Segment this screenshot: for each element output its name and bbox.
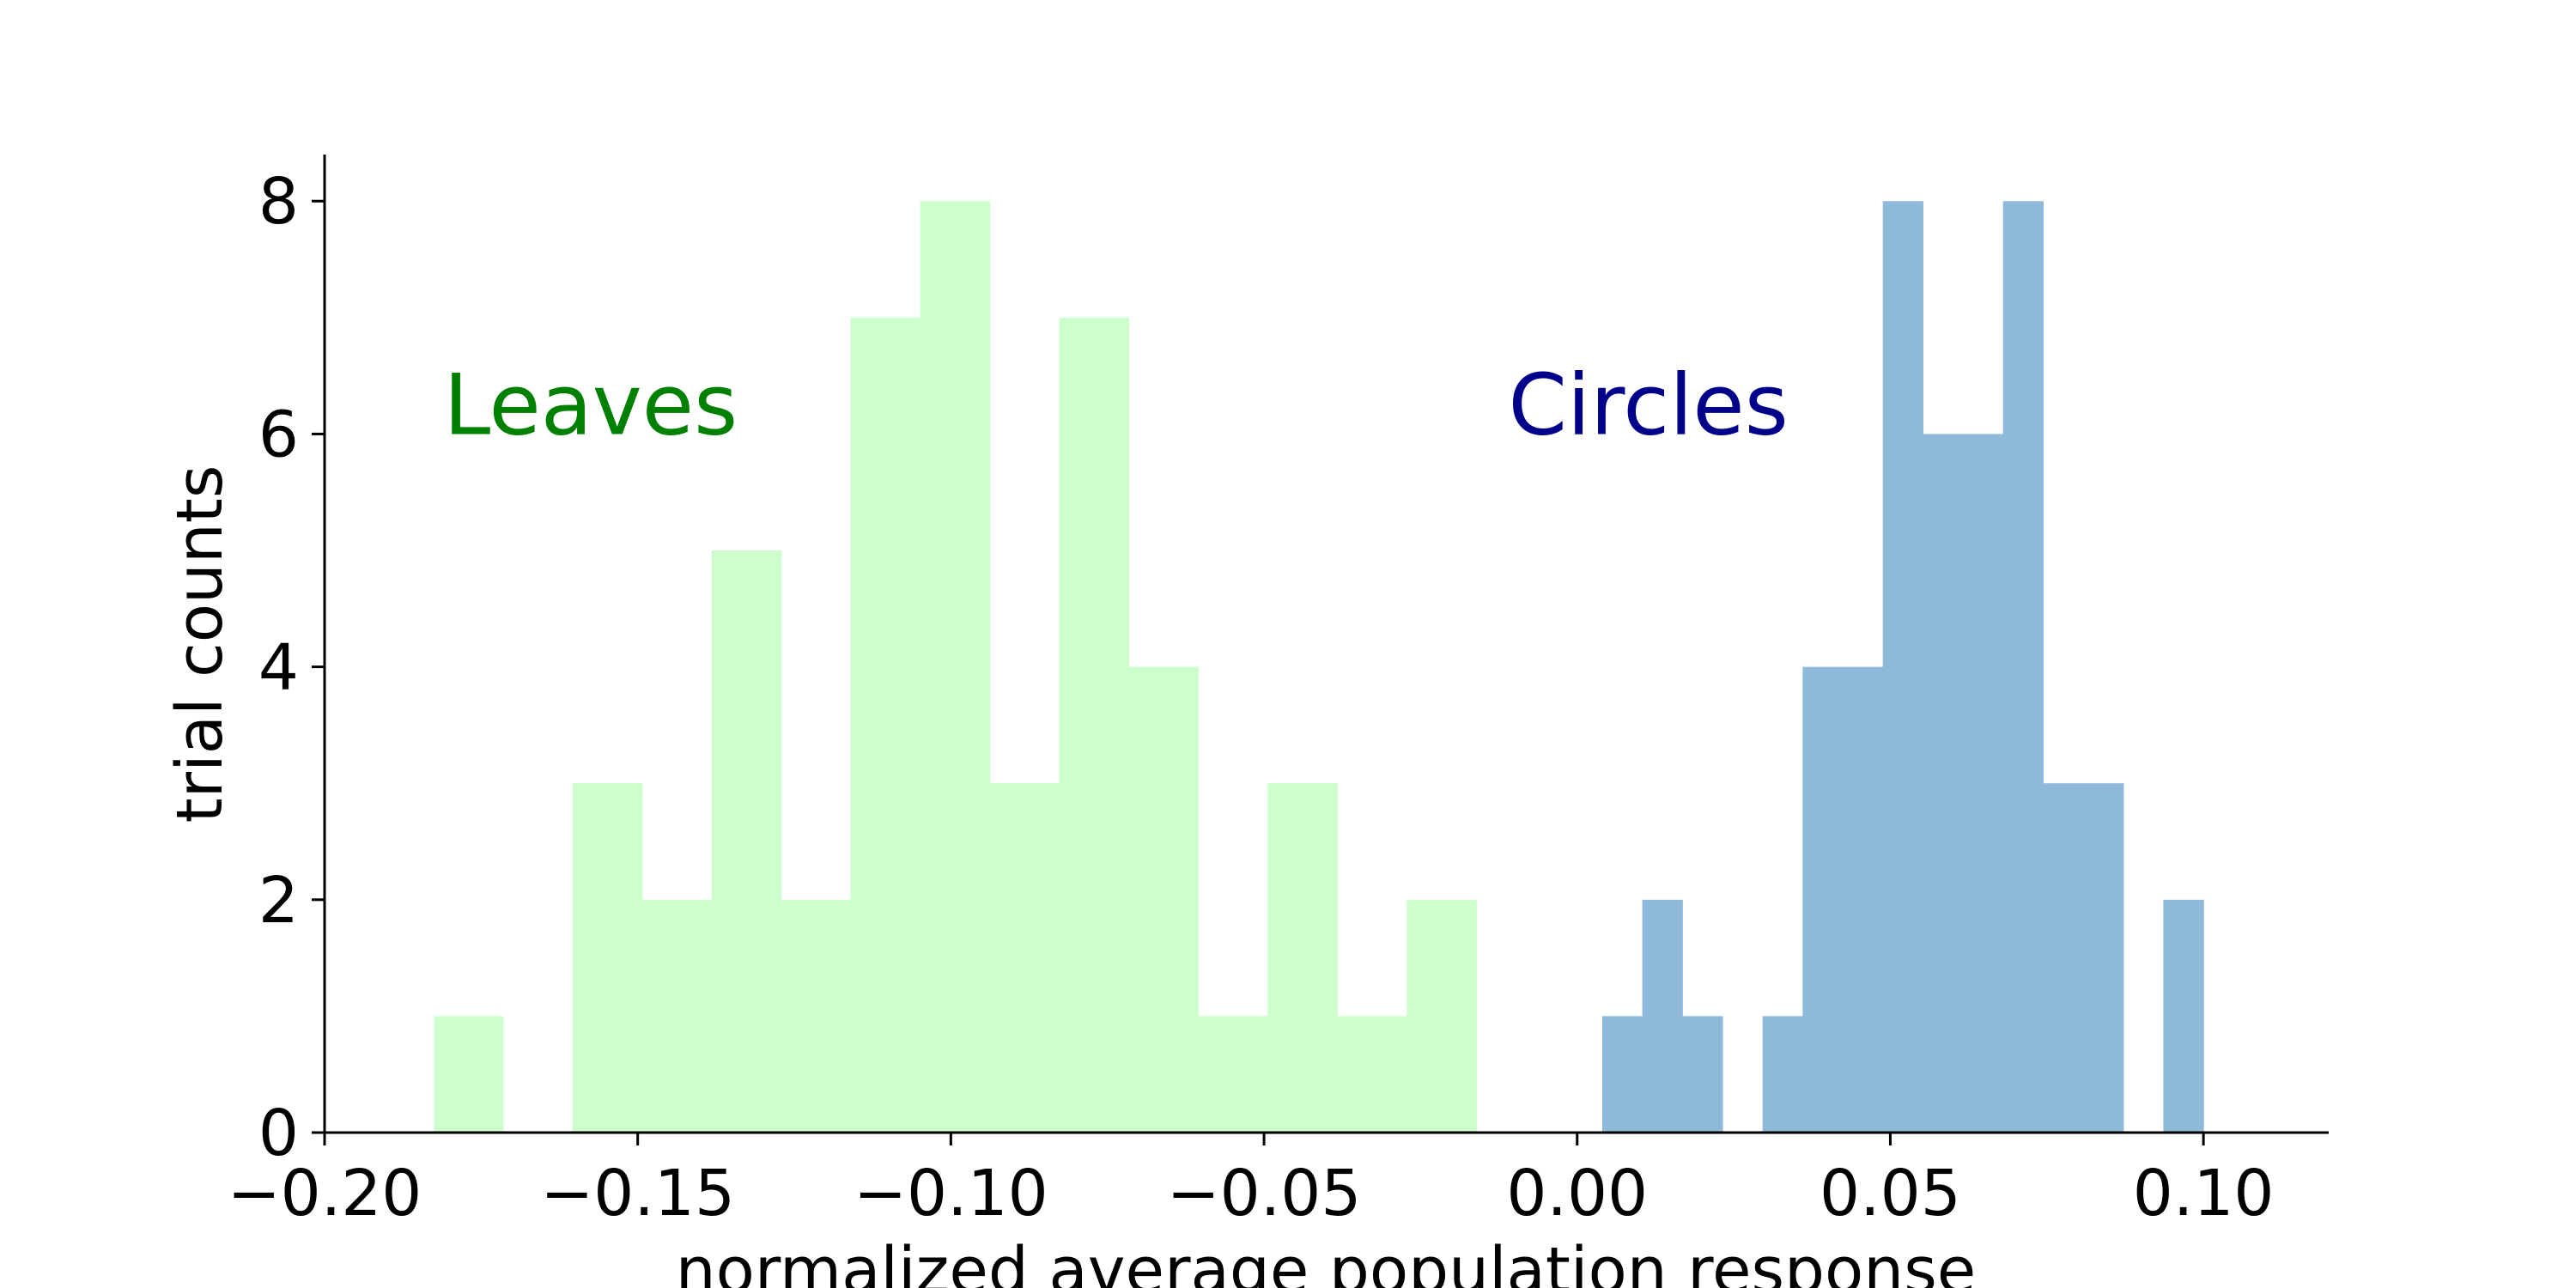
annotation-circles: Circles: [1509, 356, 1789, 454]
bar-leaves-4: [711, 550, 782, 1133]
bar-circles-7: [1882, 201, 1923, 1133]
x-tick-label: −0.05: [1167, 1157, 1362, 1230]
bar-circles-4: [1762, 1016, 1803, 1133]
bar-leaves-2: [572, 783, 643, 1133]
axes-layer: [323, 155, 2329, 1134]
bars-layer: [434, 201, 2204, 1133]
bar-circles-12: [2083, 783, 2124, 1133]
x-axis-label: normalized average population response: [676, 1234, 1977, 1288]
annotation-layer: Leaves Circles: [444, 356, 1789, 454]
bar-leaves-12: [1267, 783, 1338, 1133]
bar-circles-14: [2163, 899, 2204, 1133]
bar-circles-9: [1963, 434, 2004, 1133]
bar-leaves-6: [850, 317, 921, 1133]
x-tick-label: −0.10: [854, 1157, 1048, 1230]
bar-leaves-9: [1059, 317, 1130, 1133]
x-tick-label: 0.00: [1506, 1157, 1648, 1230]
bar-leaves-13: [1337, 1016, 1407, 1133]
bar-circles-5: [1802, 666, 1844, 1133]
x-tick-label: 0.10: [2133, 1157, 2275, 1230]
x-tick-label: 0.05: [1820, 1157, 1961, 1230]
bar-circles-1: [1642, 899, 1683, 1133]
bar-leaves-3: [641, 899, 713, 1133]
bar-circles-2: [1682, 1016, 1723, 1133]
bar-circles-10: [2002, 201, 2044, 1133]
bar-leaves-8: [989, 783, 1060, 1133]
y-tick-label: 8: [258, 165, 299, 239]
bar-circles-8: [1923, 434, 1964, 1133]
bar-leaves-10: [1128, 666, 1200, 1133]
x-tick-label: −0.20: [228, 1157, 422, 1230]
bar-leaves-7: [920, 201, 991, 1133]
bar-leaves-0: [434, 1016, 504, 1133]
bar-leaves-5: [781, 899, 852, 1133]
y-tick-label: 6: [258, 398, 299, 471]
annotation-leaves: Leaves: [444, 356, 738, 454]
y-tick-label: 2: [258, 864, 299, 938]
y-axis-label: trial counts: [163, 465, 237, 823]
bar-leaves-14: [1406, 899, 1477, 1133]
bar-circles-6: [1843, 666, 1884, 1133]
y-tick-label: 0: [258, 1097, 299, 1170]
bar-circles-0: [1601, 1016, 1643, 1133]
ticks-layer: −0.20 −0.15 −0.10 −0.05 0.00 0.05 0.10 0 2 4 6 8: [228, 165, 2275, 1230]
bar-leaves-11: [1198, 1016, 1269, 1133]
x-tick-label: −0.15: [540, 1157, 735, 1230]
y-tick-label: 4: [258, 631, 299, 705]
bar-circles-11: [2043, 783, 2084, 1133]
